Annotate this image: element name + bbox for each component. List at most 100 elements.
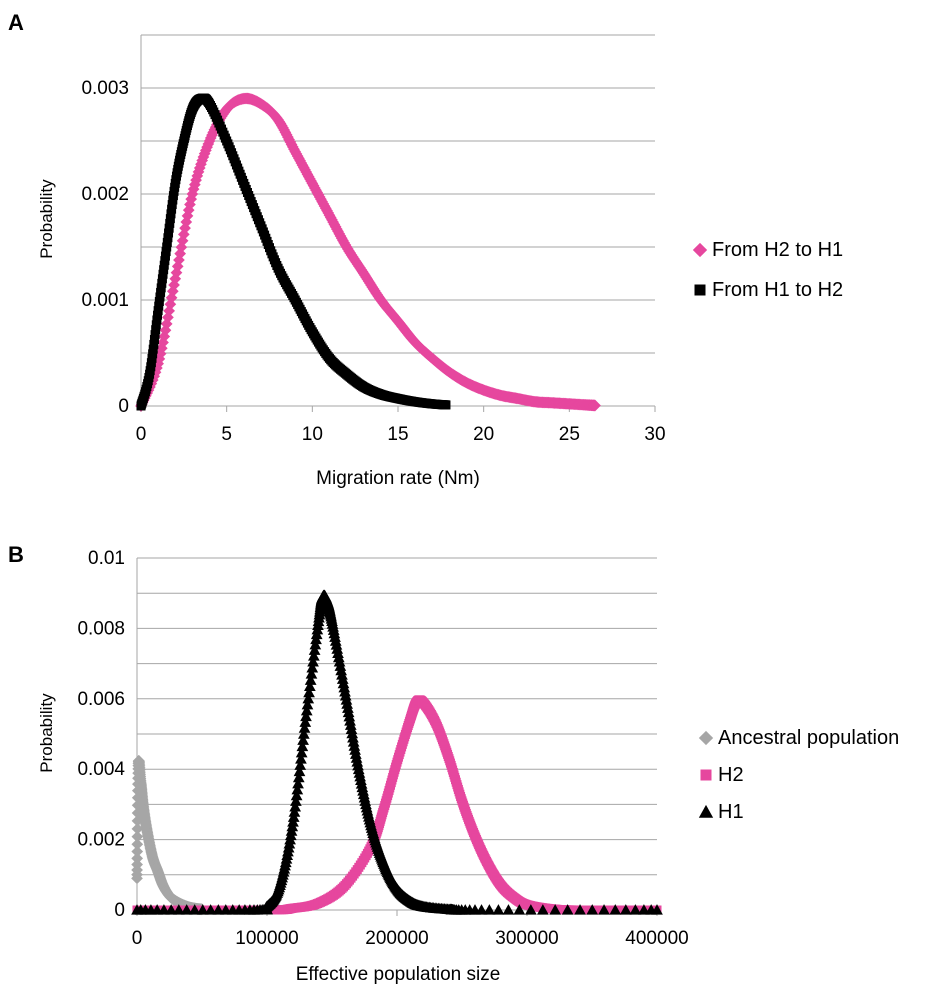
data-point — [339, 685, 351, 697]
x-tick-label: 300000 — [495, 928, 558, 949]
data-point — [159, 265, 169, 275]
panel-a-x-tick-labels: 0 5 10 15 20 25 30 — [136, 424, 666, 445]
x-tick-label: 20 — [473, 424, 494, 445]
data-point — [292, 771, 305, 783]
x-tick-label: 0 — [136, 424, 147, 445]
data-point — [171, 260, 184, 273]
data-point — [162, 242, 172, 252]
data-point — [513, 904, 526, 915]
data-point — [292, 777, 304, 789]
data-point — [131, 830, 144, 843]
panel-b-x-tick-labels: 0 100000 200000 300000 400000 — [132, 928, 689, 949]
data-point — [300, 710, 312, 722]
data-point — [339, 689, 352, 701]
data-point — [342, 706, 355, 718]
data-point — [293, 765, 306, 777]
panel-a-letter: A — [8, 10, 24, 35]
data-point — [441, 400, 451, 410]
data-point — [604, 905, 614, 915]
data-point — [297, 734, 309, 745]
legend-marker — [694, 284, 706, 296]
data-point — [164, 228, 174, 238]
legend-marker — [692, 242, 708, 258]
x-tick-label: 200000 — [365, 928, 428, 949]
data-point — [303, 686, 315, 698]
legend-marker — [698, 804, 714, 818]
data-point — [340, 694, 353, 705]
data-point — [345, 723, 358, 735]
legend-entry: Ancestral population — [698, 727, 899, 749]
panel-a-y-tick-labels: 0 0.001 0.002 0.003 — [81, 78, 129, 417]
data-point — [159, 324, 172, 337]
data-point — [147, 353, 157, 363]
y-tick-label: 0.01 — [88, 548, 125, 569]
data-point — [154, 347, 167, 360]
data-point — [483, 904, 496, 915]
data-point — [156, 287, 166, 297]
x-tick-label: 30 — [644, 424, 665, 445]
data-point — [160, 256, 170, 266]
data-point — [159, 260, 169, 270]
panel-a-series — [135, 92, 601, 412]
data-point — [157, 278, 167, 288]
data-point — [332, 647, 344, 658]
data-point — [154, 301, 164, 311]
data-point — [305, 668, 318, 679]
panel-b-legend: Ancestral population H2 H1 — [698, 727, 899, 823]
panel-b-y-tick-labels: 0 0.002 0.004 0.006 0.008 0.01 — [77, 548, 125, 921]
data-point — [165, 291, 178, 304]
data-point — [131, 858, 143, 871]
data-point — [335, 664, 348, 676]
data-point — [288, 806, 301, 817]
data-point — [337, 677, 350, 689]
data-point — [502, 904, 515, 915]
data-point — [342, 702, 354, 713]
data-point — [586, 904, 599, 915]
data-point — [343, 710, 356, 722]
data-point — [330, 639, 343, 650]
data-point — [154, 297, 164, 307]
legend-label: From H1 to H2 — [712, 279, 843, 301]
data-point — [307, 655, 319, 667]
legend-label: From H2 to H1 — [712, 239, 843, 261]
data-point — [156, 283, 166, 293]
data-point — [290, 789, 303, 801]
data-point — [204, 904, 217, 915]
x-tick-label: 15 — [387, 424, 408, 445]
data-point — [574, 904, 586, 915]
data-point — [307, 650, 320, 661]
data-point — [537, 904, 549, 915]
y-tick-label: 0.004 — [77, 759, 125, 780]
data-point — [153, 352, 166, 365]
data-point — [172, 904, 185, 915]
data-point — [163, 304, 175, 317]
data-point — [625, 905, 635, 915]
y-tick-label: 0.006 — [77, 689, 125, 710]
series-from-h1-to-h2 — [136, 93, 451, 411]
series-h2 — [132, 695, 662, 915]
data-point — [131, 838, 144, 851]
data-point — [165, 214, 175, 224]
x-tick-label: 25 — [559, 424, 580, 445]
data-point — [165, 904, 178, 915]
data-point — [309, 638, 322, 650]
data-point — [297, 728, 310, 739]
data-point — [170, 905, 180, 915]
data-point — [149, 339, 159, 349]
data-point — [166, 285, 179, 298]
data-point — [308, 644, 321, 655]
panel-b-gridlines — [136, 557, 658, 916]
data-point — [170, 266, 183, 279]
data-point — [525, 904, 537, 915]
data-point — [151, 320, 161, 330]
panel-b-y-axis-label: Probability — [37, 693, 56, 773]
data-point — [629, 904, 642, 915]
data-point — [196, 904, 209, 915]
panel-a: A 0 0.001 0.002 0.003 0 5 10 15 20 25 30 Migratio… — [8, 10, 843, 489]
legend-marker — [700, 769, 712, 781]
data-point — [131, 815, 144, 827]
data-point — [167, 204, 177, 214]
data-point — [334, 660, 347, 671]
x-tick-label: 0 — [132, 928, 143, 949]
